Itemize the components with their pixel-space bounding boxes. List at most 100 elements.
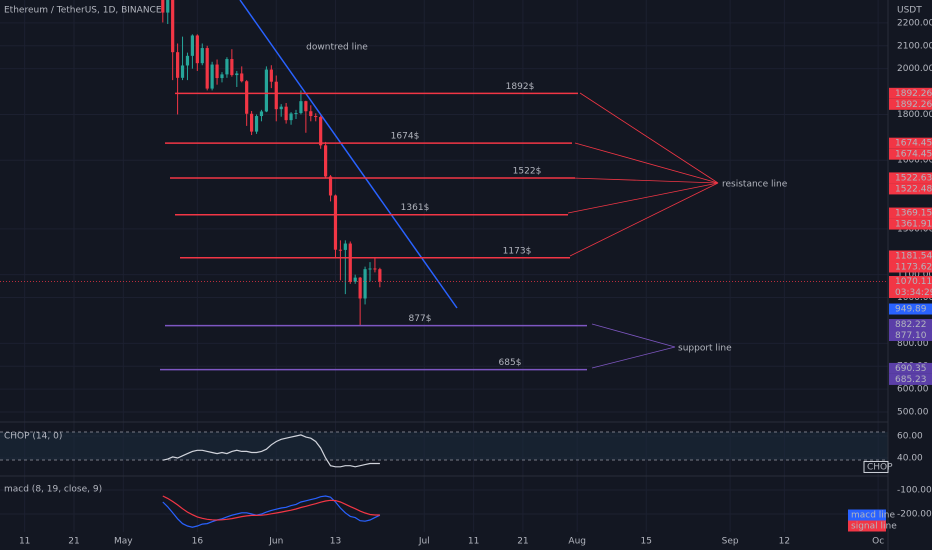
y-tick-label: -200.00 bbox=[897, 510, 932, 520]
candle-body bbox=[166, 0, 170, 13]
price-tag-label: 690.35 bbox=[895, 364, 927, 374]
x-tick-label: 11 bbox=[19, 537, 30, 547]
chop-title: CHOP (14, 0) bbox=[4, 432, 62, 442]
candle-body bbox=[343, 243, 347, 250]
candle-body bbox=[274, 81, 278, 110]
symbol-title: Ethereum / TetherUS, 1D, BINANCE bbox=[4, 6, 162, 16]
candle-body bbox=[210, 64, 214, 89]
price-tag-label: 1181.54 bbox=[895, 251, 932, 261]
countdown-box bbox=[889, 287, 932, 299]
annotation: support line bbox=[678, 344, 732, 354]
macd-title: macd (8, 19, close, 9) bbox=[4, 485, 102, 495]
price-tag-label: 1522.63 bbox=[895, 173, 932, 183]
price-tag bbox=[889, 98, 932, 110]
candle-body bbox=[314, 116, 318, 118]
legend-swatch bbox=[863, 460, 889, 473]
candle-body bbox=[269, 69, 273, 82]
annotation: downtred line bbox=[306, 43, 368, 53]
y-tick-label: 40.00 bbox=[897, 453, 923, 463]
candle-body bbox=[245, 81, 249, 114]
x-tick-label: 11 bbox=[468, 537, 479, 547]
candle-body bbox=[171, 0, 175, 53]
candle-body bbox=[373, 268, 377, 270]
price-tag bbox=[889, 218, 932, 230]
price-tag bbox=[889, 87, 932, 99]
price-tag-label: 949.89 bbox=[895, 305, 927, 315]
x-tick-label: 21 bbox=[517, 537, 528, 547]
y-tick-label: 1600.00 bbox=[897, 156, 932, 166]
price-tag bbox=[889, 137, 932, 149]
currency-label: USDT bbox=[897, 6, 922, 16]
candle-body bbox=[309, 111, 313, 117]
y-tick-label: 60.00 bbox=[897, 431, 923, 441]
y-tick-label: 2100.00 bbox=[897, 41, 932, 51]
candle-body bbox=[254, 116, 259, 132]
x-tick-label: Aug bbox=[568, 537, 586, 547]
legend-label: CHOP bbox=[867, 462, 893, 472]
legend-label: macd line bbox=[851, 511, 896, 521]
price-tag-label: 1173.62 bbox=[895, 262, 932, 272]
indicator-line bbox=[162, 434, 380, 468]
candle-body bbox=[200, 48, 204, 64]
x-tick-label: 21 bbox=[68, 537, 79, 547]
x-tick-label: 16 bbox=[192, 537, 204, 547]
candle-body bbox=[230, 59, 234, 76]
x-tick-label: 15 bbox=[641, 537, 652, 547]
level-label: 1522$ bbox=[513, 166, 542, 176]
y-tick-label: 2200.00 bbox=[897, 18, 932, 28]
y-tick-label: 2000.00 bbox=[897, 64, 932, 74]
candle-body bbox=[284, 106, 288, 121]
price-tag-label: 1674.45 bbox=[895, 139, 932, 149]
price-tag-label: 877.10 bbox=[895, 331, 927, 341]
price-tag-label: 1361.91 bbox=[895, 220, 932, 230]
price-tag bbox=[889, 276, 932, 288]
candle-body bbox=[279, 106, 283, 110]
candle-body bbox=[259, 111, 264, 117]
x-tick-label: Jun bbox=[268, 537, 283, 547]
candle-body bbox=[264, 69, 268, 112]
resistance-arrows bbox=[567, 92, 719, 257]
level-label: 1892$ bbox=[506, 82, 535, 92]
candle-body bbox=[353, 277, 357, 282]
price-tag-label: 1892.26 bbox=[895, 100, 932, 110]
price-tag bbox=[889, 172, 932, 184]
price-tag bbox=[889, 303, 932, 315]
candle-body bbox=[319, 116, 323, 146]
level-label: 1361$ bbox=[401, 203, 430, 213]
candle-body bbox=[368, 268, 372, 270]
level-label: 877$ bbox=[409, 314, 432, 324]
price-tag-label: 1522.48 bbox=[895, 184, 932, 194]
candle-body bbox=[180, 65, 185, 78]
price-tag bbox=[889, 183, 932, 195]
candle-body bbox=[328, 176, 333, 196]
price-tag bbox=[889, 330, 932, 342]
candle-body bbox=[250, 113, 254, 132]
price-tag-label: 1070.11 bbox=[895, 277, 932, 287]
x-tick-label: Sep bbox=[722, 537, 739, 547]
x-tick-label: May bbox=[114, 537, 133, 547]
x-tick-label: 13 bbox=[330, 537, 341, 547]
candle-body bbox=[348, 243, 352, 282]
y-tick-label: 1100.00 bbox=[897, 270, 932, 280]
y-tick-label: 500.00 bbox=[897, 407, 929, 417]
main-pane bbox=[161, 0, 382, 326]
price-tag bbox=[889, 250, 932, 262]
x-tick-label: 12 bbox=[779, 537, 790, 547]
candle-body bbox=[378, 269, 382, 282]
legend-label: signal line bbox=[851, 522, 897, 532]
support-arrows bbox=[591, 323, 676, 369]
downtrend-line bbox=[239, 0, 458, 309]
y-tick-label: 800.00 bbox=[897, 339, 929, 349]
price-tag bbox=[889, 207, 932, 219]
candle-body bbox=[195, 35, 199, 64]
candle-body bbox=[289, 113, 293, 121]
price-tag bbox=[889, 362, 932, 374]
level-label: 1173$ bbox=[503, 246, 532, 256]
candle-body bbox=[185, 55, 190, 66]
legend-swatch bbox=[848, 520, 886, 532]
y-tick-label: -100.00 bbox=[897, 486, 932, 496]
candle-body bbox=[161, 0, 165, 13]
indicator-line bbox=[162, 495, 381, 528]
legend-swatch bbox=[848, 509, 886, 521]
